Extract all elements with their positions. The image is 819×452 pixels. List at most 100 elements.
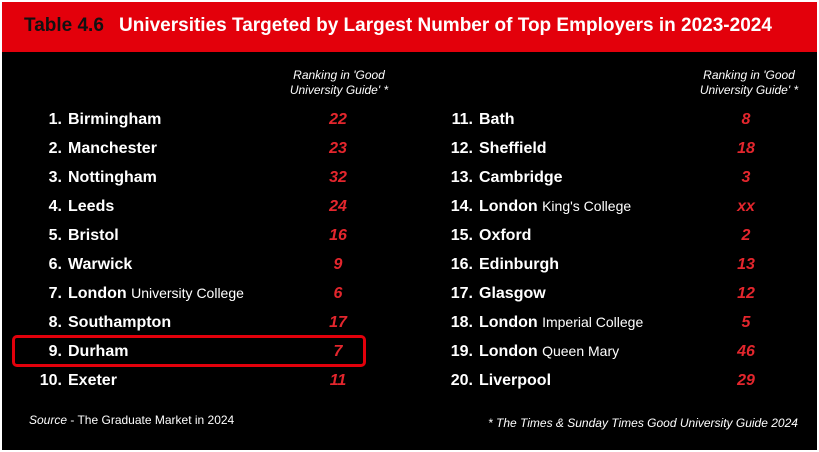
right-ranking-header-line2: University Guide' * [699,83,799,97]
guide-note: * The Times & Sunday Times Good Universi… [488,416,798,430]
table-row: 9. Durham 7 [2,337,817,366]
table-row: 18. London Imperial College 5 [2,308,817,337]
row-number: 11. [451,111,473,128]
guide-ranking: 24 [329,198,347,215]
university-name-main: Glasgow [479,285,546,302]
university-name: Exeter [68,366,117,395]
table-row: 1. Birmingham 22 [2,105,817,134]
university-name-main: Nottingham [68,169,157,186]
right-ranking-column-header: Ranking in 'Good University Guide' * [684,68,814,98]
left-ranking-header-line1: Ranking in 'Good [293,68,385,82]
university-name-main: London [68,285,127,302]
row-number: 20. [450,372,473,389]
university-name-college: King's College [542,198,632,214]
row-number: 10. [39,372,62,389]
university-name-college: Queen Mary [542,343,620,359]
table-row: 7. London University College 6 [2,279,817,308]
university-name: Nottingham [68,163,157,192]
row-number: 14. [450,198,473,215]
table-row: 12. Sheffield 18 [2,134,817,163]
left-ranking-header-line2: University Guide' * [289,83,389,97]
source-label: Source [29,413,68,427]
guide-ranking: 32 [329,169,347,186]
university-name: Edinburgh [479,250,559,279]
guide-ranking: 2 [741,227,751,244]
university-name-main: Birmingham [68,111,162,128]
university-name-main: Bath [479,111,515,128]
table-row: 14. London King's College xx [2,192,817,221]
university-name-main: London [479,343,538,360]
row-number: 18. [450,314,473,331]
row-number: 6. [48,256,62,273]
guide-ranking: 3 [741,169,751,186]
guide-ranking: 11 [329,372,347,389]
row-number: 16. [450,256,473,273]
table-row: 4. Leeds 24 [2,192,817,221]
left-ranking-column-header: Ranking in 'Good University Guide' * [274,68,404,98]
university-name-main: Bristol [68,227,119,244]
guide-ranking: 22 [329,111,347,128]
guide-ranking: 5 [741,314,751,331]
guide-ranking: 18 [737,140,755,157]
table-row: 10. Exeter 11 [2,366,817,395]
row-number: 2. [48,140,62,157]
table-row: 13. Cambridge 3 [2,163,817,192]
table-row: 5. Bristol 16 [2,221,817,250]
guide-ranking: xx [737,198,755,215]
row-number: 9. [48,343,62,360]
table-row: 3. Nottingham 32 [2,163,817,192]
durham-highlight-box [12,335,366,367]
table-row: 17. Glasgow 12 [2,279,817,308]
source-footnote: Source - The Graduate Market in 2024 [29,413,234,427]
table-number: Table 4.6 [24,15,104,36]
university-name: Southampton [68,308,171,337]
row-number: 13. [450,169,473,186]
row-number: 12. [450,140,473,157]
university-name-college: University College [131,285,244,301]
university-name-main: London [479,314,538,331]
guide-ranking: 9 [333,256,343,273]
row-number: 4. [48,198,62,215]
table-row: 2. Manchester 23 [2,134,817,163]
university-name-main: Leeds [68,198,115,215]
row-number: 17. [450,285,473,302]
university-name-main: Cambridge [479,169,563,186]
table-row: 11. Bath 8 [2,105,817,134]
table-row: 19. London Queen Mary 46 [2,337,817,366]
title-bar: Table 4.6 Universities Targeted by Large… [2,2,817,52]
university-name-main: Oxford [479,227,532,244]
university-name-main: Southampton [68,314,172,331]
university-name: Leeds [68,192,114,221]
university-name: Manchester [68,134,157,163]
university-name: Glasgow [479,279,546,308]
university-name-main: London [479,198,538,215]
university-name-main: Liverpool [479,372,552,389]
university-name: Liverpool [479,366,551,395]
guide-ranking: 17 [329,314,347,331]
right-ranking-header-line1: Ranking in 'Good [703,68,795,82]
university-name: London University College [68,279,244,308]
row-number: 5. [48,227,62,244]
table-row: 6. Warwick 9 [2,250,817,279]
row-number: 1. [48,111,62,128]
table-title: Universities Targeted by Largest Number … [119,15,772,36]
guide-ranking: 29 [737,372,755,389]
guide-ranking: 46 [737,343,755,360]
table-row: 16. Edinburgh 13 [2,250,817,279]
table-row: 8. Southampton 17 [2,308,817,337]
guide-footnote: * The Times & Sunday Times Good Universi… [488,416,798,430]
row-number: 19. [450,343,473,360]
row-number: 15. [450,227,473,244]
row-number: 3. [48,169,62,186]
university-name-main: Edinburgh [479,256,559,273]
university-name: Warwick [68,250,132,279]
university-name-main: Exeter [68,372,117,389]
guide-ranking: 12 [737,285,755,302]
university-name: Cambridge [479,163,563,192]
university-name: Birmingham [68,105,161,134]
guide-ranking: 8 [741,111,751,128]
guide-ranking: 23 [329,140,347,157]
university-name: Durham [68,337,128,366]
university-name: London Imperial College [479,308,643,337]
